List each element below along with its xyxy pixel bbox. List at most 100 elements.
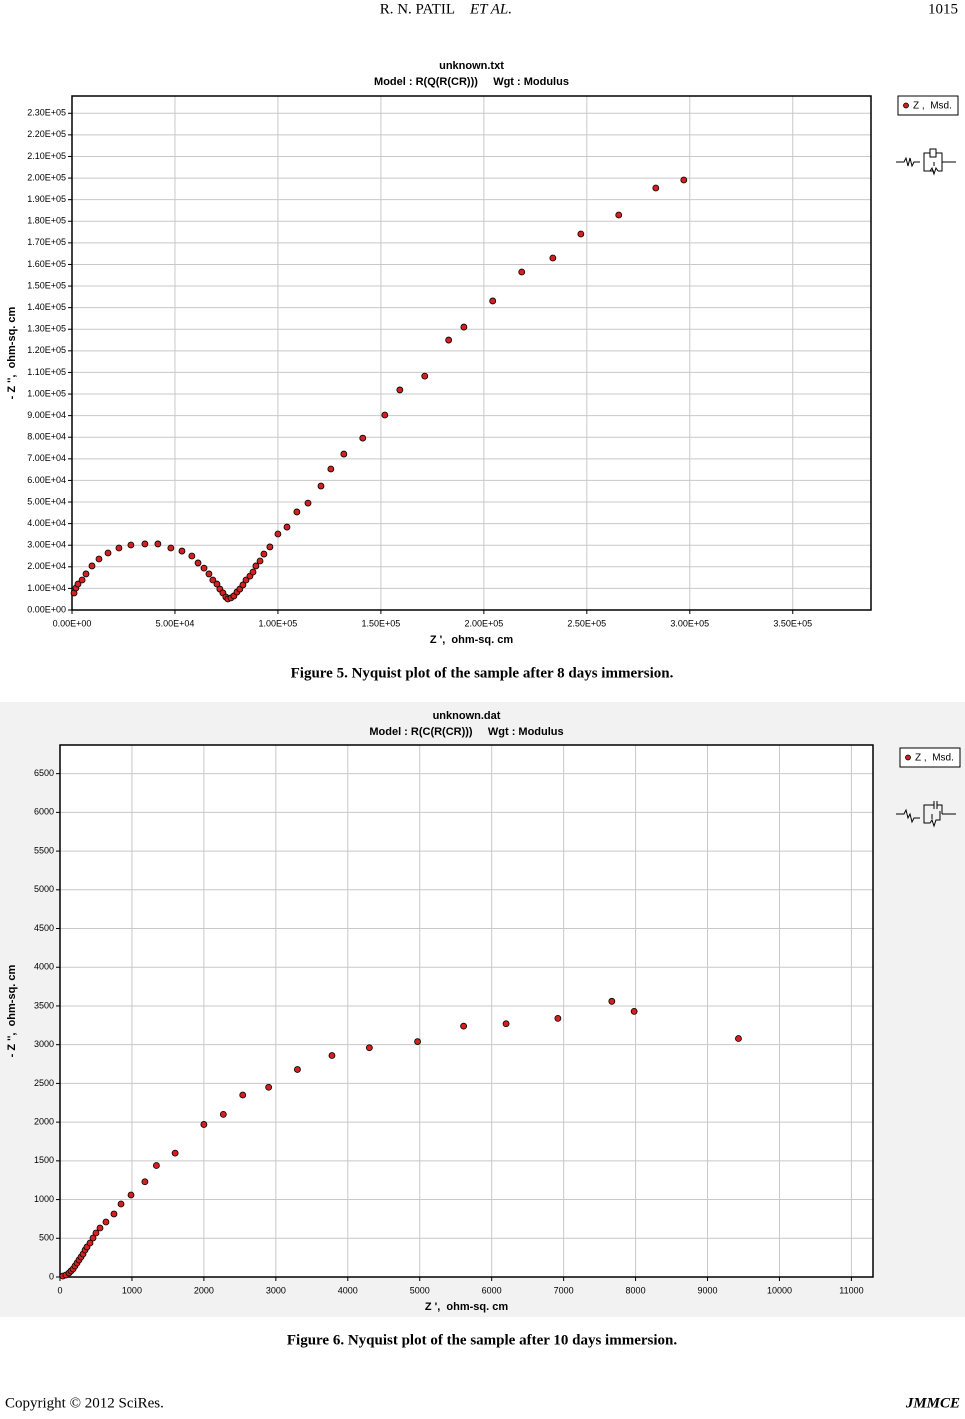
data-point: [78, 576, 86, 584]
chart-subtitle: Model : R(Q(R(CR))) Wgt : Modulus: [374, 76, 569, 88]
plot-area: [60, 745, 873, 1277]
data-point: [577, 230, 585, 238]
data-point: [153, 1162, 160, 1169]
circuit-icon: [896, 148, 956, 828]
data-point: [460, 323, 468, 331]
legend-label: Z , Msd.: [913, 101, 952, 112]
data-point: [171, 1149, 179, 1157]
data-point: [89, 1234, 97, 1242]
data-point: [178, 547, 186, 555]
data-point: [200, 1121, 208, 1128]
page-number: 1015: [928, 1, 958, 17]
x-tick-label: 3.00E+05: [670, 618, 709, 628]
data-point: [340, 450, 348, 458]
data-point: [82, 570, 90, 578]
plot-frame: [71, 95, 872, 611]
x-tick-label: 2.50E+05: [567, 618, 606, 628]
y-tick-label: 5500: [34, 845, 54, 855]
chart-subtitle: Model : R(C(R(CR))) Wgt : Modulus: [369, 726, 563, 738]
data-point: [92, 1229, 100, 1237]
y-tick-label: 2000: [34, 1116, 54, 1126]
x-tick-label: 2.00E+05: [464, 618, 503, 628]
y-tick-label: 1000: [34, 1194, 54, 1204]
y-tick-label: 2.00E+05: [27, 172, 66, 182]
data-point: [274, 530, 282, 538]
x-tick-label: 8000: [626, 1285, 646, 1295]
data-point: [256, 557, 264, 565]
x-tick-label: 5000: [410, 1285, 430, 1295]
data-point: [317, 482, 325, 490]
data-point: [96, 1224, 104, 1232]
data-point: [219, 1110, 227, 1118]
data-point: [239, 1091, 247, 1099]
y-tick-label: 4000: [34, 962, 54, 972]
data-point: [460, 1022, 468, 1030]
x-tick-label: 1.50E+05: [361, 618, 400, 628]
data-point: [549, 254, 557, 262]
figure-caption: Figure 6. Nyquist plot of the sample aft…: [287, 1332, 678, 1348]
data-point: [249, 568, 257, 576]
y-tick-label: 3.00E+04: [27, 540, 66, 550]
data-point: [414, 1038, 421, 1045]
data-point: [194, 559, 202, 567]
x-axis-label: Z ', ohm-sq. cm: [425, 1301, 509, 1313]
data-point: [239, 581, 247, 589]
y-tick-label: 3500: [34, 1000, 54, 1010]
data-point: [304, 499, 312, 507]
header-etal: ET AL.: [469, 1, 512, 17]
data-point: [359, 434, 367, 442]
y-tick-label: 9.00E+04: [27, 410, 66, 420]
chart-title: unknown.dat: [433, 710, 501, 722]
data-point: [154, 540, 162, 548]
data-point: [293, 508, 301, 516]
x-tick-label: 10000: [767, 1285, 792, 1295]
y-tick-label: 1.90E+05: [27, 194, 66, 204]
x-tick-label: 11000: [839, 1285, 863, 1295]
x-tick-label: 2000: [194, 1285, 214, 1295]
data-point: [200, 564, 208, 572]
y-tick-label: 1.50E+05: [27, 280, 66, 290]
y-tick-label: 6000: [34, 807, 54, 817]
y-tick-label: 2.00E+04: [27, 561, 66, 571]
y-tick-label: 1500: [34, 1155, 54, 1165]
y-tick-label: 0.00E+00: [27, 604, 66, 614]
data-point: [266, 543, 274, 551]
data-point: [102, 1218, 110, 1226]
y-tick-label: 500: [39, 1233, 54, 1243]
footer-journal: JMMCE: [905, 1395, 960, 1411]
y-tick-label: 5000: [34, 884, 54, 894]
legend-marker: [903, 102, 909, 109]
data-point: [735, 1035, 742, 1042]
data-point: [518, 268, 526, 276]
plot-area: [72, 96, 871, 610]
y-tick-label: 3000: [34, 1039, 54, 1049]
y-tick-label: 8.00E+04: [27, 432, 66, 442]
data-point: [205, 570, 213, 578]
y-tick-label: 1.00E+04: [27, 583, 66, 593]
data-point: [117, 1200, 125, 1208]
data-point: [213, 580, 221, 588]
data-point: [141, 1178, 149, 1186]
y-tick-label: 4500: [34, 923, 54, 933]
x-tick-label: 7000: [554, 1285, 574, 1295]
data-point: [188, 552, 196, 560]
y-tick-label: 6.00E+04: [27, 475, 66, 485]
data-point: [327, 465, 335, 473]
data-point: [209, 576, 217, 584]
legend-box: [897, 95, 959, 116]
data-point: [260, 550, 268, 558]
y-tick-label: 1.10E+05: [27, 367, 66, 377]
data-point: [104, 549, 112, 557]
y-tick-label: 6500: [34, 768, 54, 778]
data-point: [554, 1014, 562, 1022]
data-point: [680, 176, 688, 184]
data-point: [489, 297, 497, 305]
figure-caption: Figure 5. Nyquist plot of the sample aft…: [291, 665, 674, 681]
x-tick-label: 9000: [698, 1285, 718, 1295]
y-tick-label: 1.00E+05: [27, 388, 66, 398]
data-point: [115, 544, 123, 552]
header-author: R. N. PATIL: [380, 1, 455, 17]
y-tick-label: 2.10E+05: [27, 151, 66, 161]
x-tick-label: 3000: [266, 1285, 286, 1295]
x-tick-label: 0: [57, 1285, 62, 1295]
